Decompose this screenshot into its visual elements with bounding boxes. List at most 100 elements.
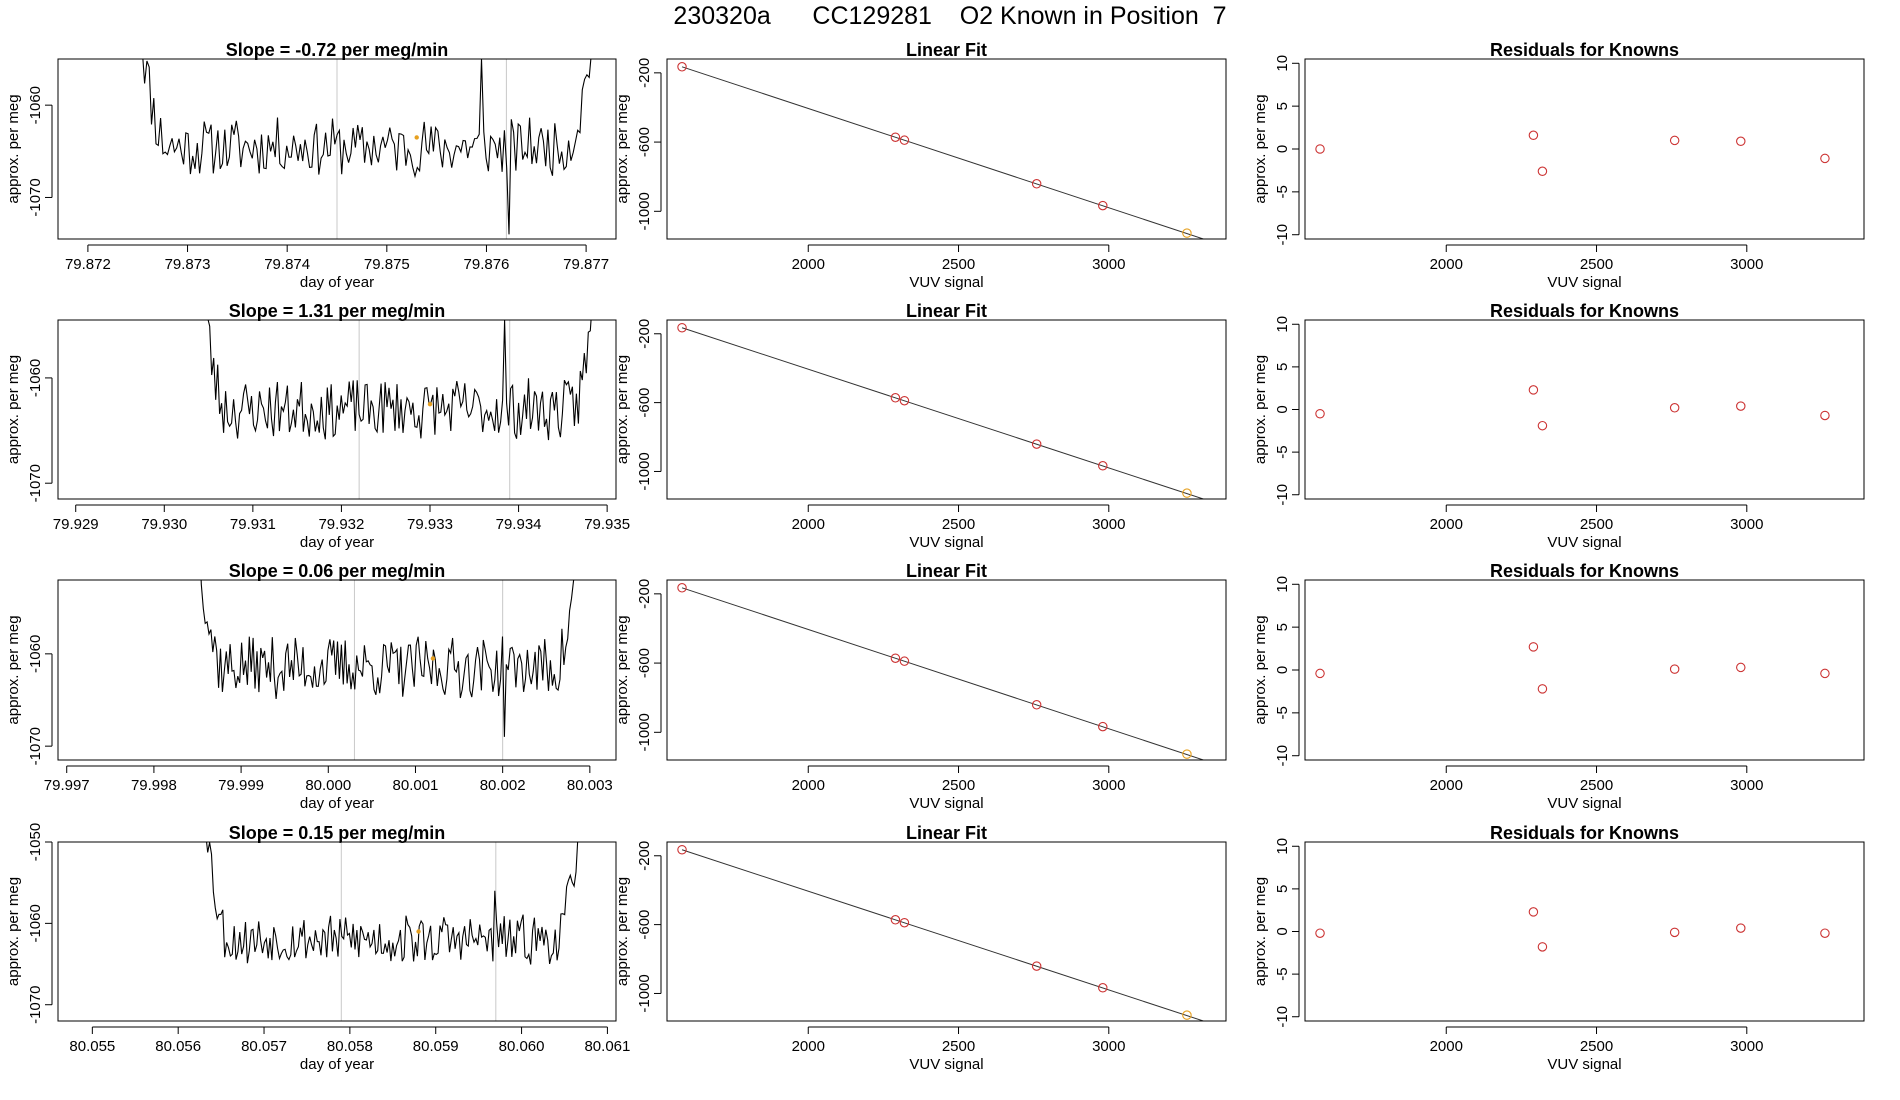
data-point <box>1736 136 1746 147</box>
data-point <box>1736 401 1746 411</box>
data-point <box>1537 420 1548 431</box>
y-tick-label: -600 <box>636 388 653 418</box>
y-axis-label: approx. per meg <box>1252 94 1269 203</box>
y-axis-label: approx. per meg <box>614 615 631 724</box>
y-tick-label: -10 <box>1274 1006 1291 1028</box>
x-tick-label: 3000 <box>1092 256 1125 273</box>
known-marker <box>416 929 421 934</box>
x-axis-label: VUV signal <box>909 795 983 812</box>
panel-fit-row-3: Linear Fit 2000 2500 3000 VUV signal -200 -600… <box>614 561 1227 812</box>
x-tick-label: 79.930 <box>141 516 187 533</box>
data-point <box>1669 403 1680 413</box>
y-tick-label: 10 <box>1274 55 1291 72</box>
data-point <box>1315 928 1325 938</box>
x-tick-label: 3000 <box>1730 1038 1763 1055</box>
data-point <box>899 917 910 928</box>
data-point <box>677 62 687 72</box>
y-tick-label: -200 <box>636 579 653 609</box>
data-point <box>1315 144 1325 154</box>
x-tick-label: 80.059 <box>413 1038 459 1055</box>
y-tick-label: -1070 <box>27 986 44 1024</box>
x-tick-label: 80.001 <box>393 777 439 794</box>
x-tick-label: 3000 <box>1730 777 1763 794</box>
data-point <box>1669 664 1680 674</box>
x-tick-label: 79.874 <box>264 256 310 273</box>
panel-residuals-row-4: Residuals for Knowns 2000 2500 3000 VUV sign… <box>1252 823 1865 1073</box>
plot-frame <box>1304 579 1865 761</box>
data-point <box>899 135 910 145</box>
y-axis-label: approx. per meg <box>1252 877 1269 986</box>
x-tick-label: 80.056 <box>155 1038 201 1055</box>
plot-area <box>677 583 1205 760</box>
data-point <box>1537 942 1548 952</box>
x-tick-label: 2000 <box>1430 1038 1463 1055</box>
panel-timeseries-row-4: Slope = 0.15 per meg/min 80.055 80.056 80.0… <box>5 823 630 1073</box>
y-tick-label: 10 <box>1274 576 1291 593</box>
y-tick-label: -1050 <box>27 823 44 861</box>
x-tick-label: 80.060 <box>499 1038 545 1055</box>
panel-residuals-row-2: Residuals for Knowns 2000 2500 3000 VUV sign… <box>1252 301 1865 551</box>
data-point <box>890 393 901 403</box>
y-tick-label: -1000 <box>636 974 653 1012</box>
known-point <box>1182 749 1192 759</box>
data-point <box>1537 684 1548 694</box>
x-tick-label: 3000 <box>1092 516 1125 533</box>
x-tick-label: 2500 <box>942 256 975 273</box>
x-tick-label: 80.061 <box>584 1038 630 1055</box>
panel-title: Linear Fit <box>906 823 987 843</box>
x-axis-label: day of year <box>300 1056 374 1073</box>
data-point <box>677 322 687 333</box>
panel-timeseries-row-3: Slope = 0.06 per meg/min 79.997 79.998 79.9… <box>5 561 617 812</box>
data-point <box>890 653 901 663</box>
x-tick-label: 3000 <box>1092 1038 1125 1055</box>
data-point <box>890 132 901 142</box>
y-tick-label: 10 <box>1274 316 1291 333</box>
plot-area <box>677 844 1205 1021</box>
y-tick-label: 0 <box>1274 927 1291 935</box>
data-point <box>1820 153 1830 164</box>
data-point <box>1820 410 1830 421</box>
signal-trace <box>207 320 592 441</box>
data-point <box>899 656 910 666</box>
y-tick-label: -200 <box>636 319 653 349</box>
x-tick-label: 2500 <box>1580 1038 1613 1055</box>
x-tick-label: 2000 <box>792 777 825 794</box>
plot-frame <box>666 579 1227 761</box>
plot-frame <box>57 579 617 761</box>
x-tick-label: 79.997 <box>44 777 90 794</box>
data-point <box>890 915 901 925</box>
y-tick-label: -1060 <box>27 904 44 942</box>
y-tick-label: 0 <box>1274 145 1291 153</box>
y-axis-label: approx. per meg <box>5 615 22 724</box>
plot-frame <box>666 319 1227 500</box>
data-point <box>1669 135 1680 146</box>
plot-area <box>1315 385 1830 431</box>
x-tick-label: 79.931 <box>230 516 276 533</box>
panel-residuals-row-3: Residuals for Knowns 2000 2500 3000 VUV sign… <box>1252 561 1865 812</box>
fit-line <box>681 587 1205 760</box>
data-point <box>677 844 687 855</box>
y-tick-label: 5 <box>1274 623 1291 631</box>
data-point <box>1315 409 1325 419</box>
x-tick-label: 2500 <box>1580 777 1613 794</box>
fit-line <box>681 327 1205 499</box>
panel-title: Residuals for Knowns <box>1490 301 1679 321</box>
x-axis-label: day of year <box>300 795 374 812</box>
x-axis-label: VUV signal <box>909 274 983 291</box>
y-axis-label: approx. per meg <box>614 355 631 464</box>
plot-area <box>207 320 592 499</box>
known-point <box>1182 488 1192 498</box>
y-tick-label: -5 <box>1274 706 1291 719</box>
panel-timeseries-row-1: Slope = -0.72 per meg/min 79.872 79.873 79.… <box>5 40 617 291</box>
y-tick-label: -1000 <box>636 713 653 751</box>
x-tick-label: 2500 <box>942 777 975 794</box>
panel-title: Slope = -0.72 per meg/min <box>226 40 449 60</box>
data-point <box>1098 461 1108 471</box>
plot-frame <box>57 319 617 500</box>
plot-frame <box>57 58 617 240</box>
plot-area <box>142 59 592 239</box>
data-point <box>899 395 910 406</box>
data-point <box>1031 961 1042 971</box>
panel-title: Linear Fit <box>906 301 987 321</box>
panel-residuals-row-1: Residuals for Knowns 2000 2500 3000 VUV sign… <box>1252 40 1865 291</box>
